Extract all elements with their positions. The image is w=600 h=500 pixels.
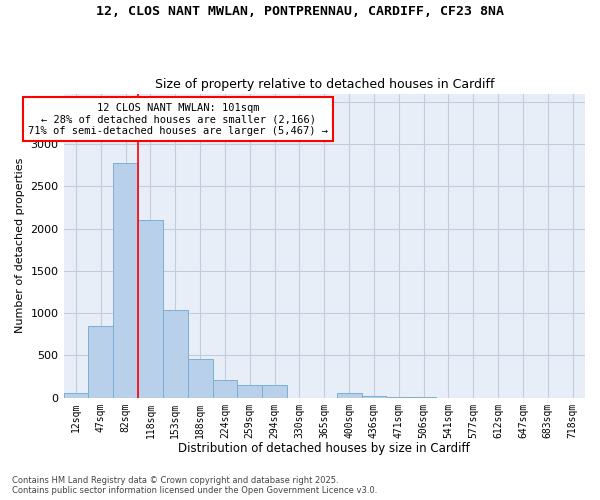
Y-axis label: Number of detached properties: Number of detached properties: [15, 158, 25, 334]
Bar: [386, 397, 411, 398]
Text: Contains HM Land Registry data © Crown copyright and database right 2025.
Contai: Contains HM Land Registry data © Crown c…: [12, 476, 377, 495]
Bar: [188, 359, 212, 398]
Text: 12 CLOS NANT MWLAN: 101sqm
← 28% of detached houses are smaller (2,166)
71% of s: 12 CLOS NANT MWLAN: 101sqm ← 28% of deta…: [28, 102, 328, 136]
Title: Size of property relative to detached houses in Cardiff: Size of property relative to detached ho…: [155, 78, 494, 91]
Bar: [88, 326, 113, 398]
Bar: [262, 385, 287, 398]
Bar: [113, 163, 138, 398]
X-axis label: Distribution of detached houses by size in Cardiff: Distribution of detached houses by size …: [178, 442, 470, 455]
Bar: [138, 220, 163, 398]
Bar: [212, 380, 238, 398]
Bar: [64, 392, 88, 398]
Text: 12, CLOS NANT MWLAN, PONTPRENNAU, CARDIFF, CF23 8NA: 12, CLOS NANT MWLAN, PONTPRENNAU, CARDIF…: [96, 5, 504, 18]
Bar: [163, 310, 188, 398]
Bar: [238, 384, 262, 398]
Bar: [337, 392, 362, 398]
Bar: [362, 396, 386, 398]
